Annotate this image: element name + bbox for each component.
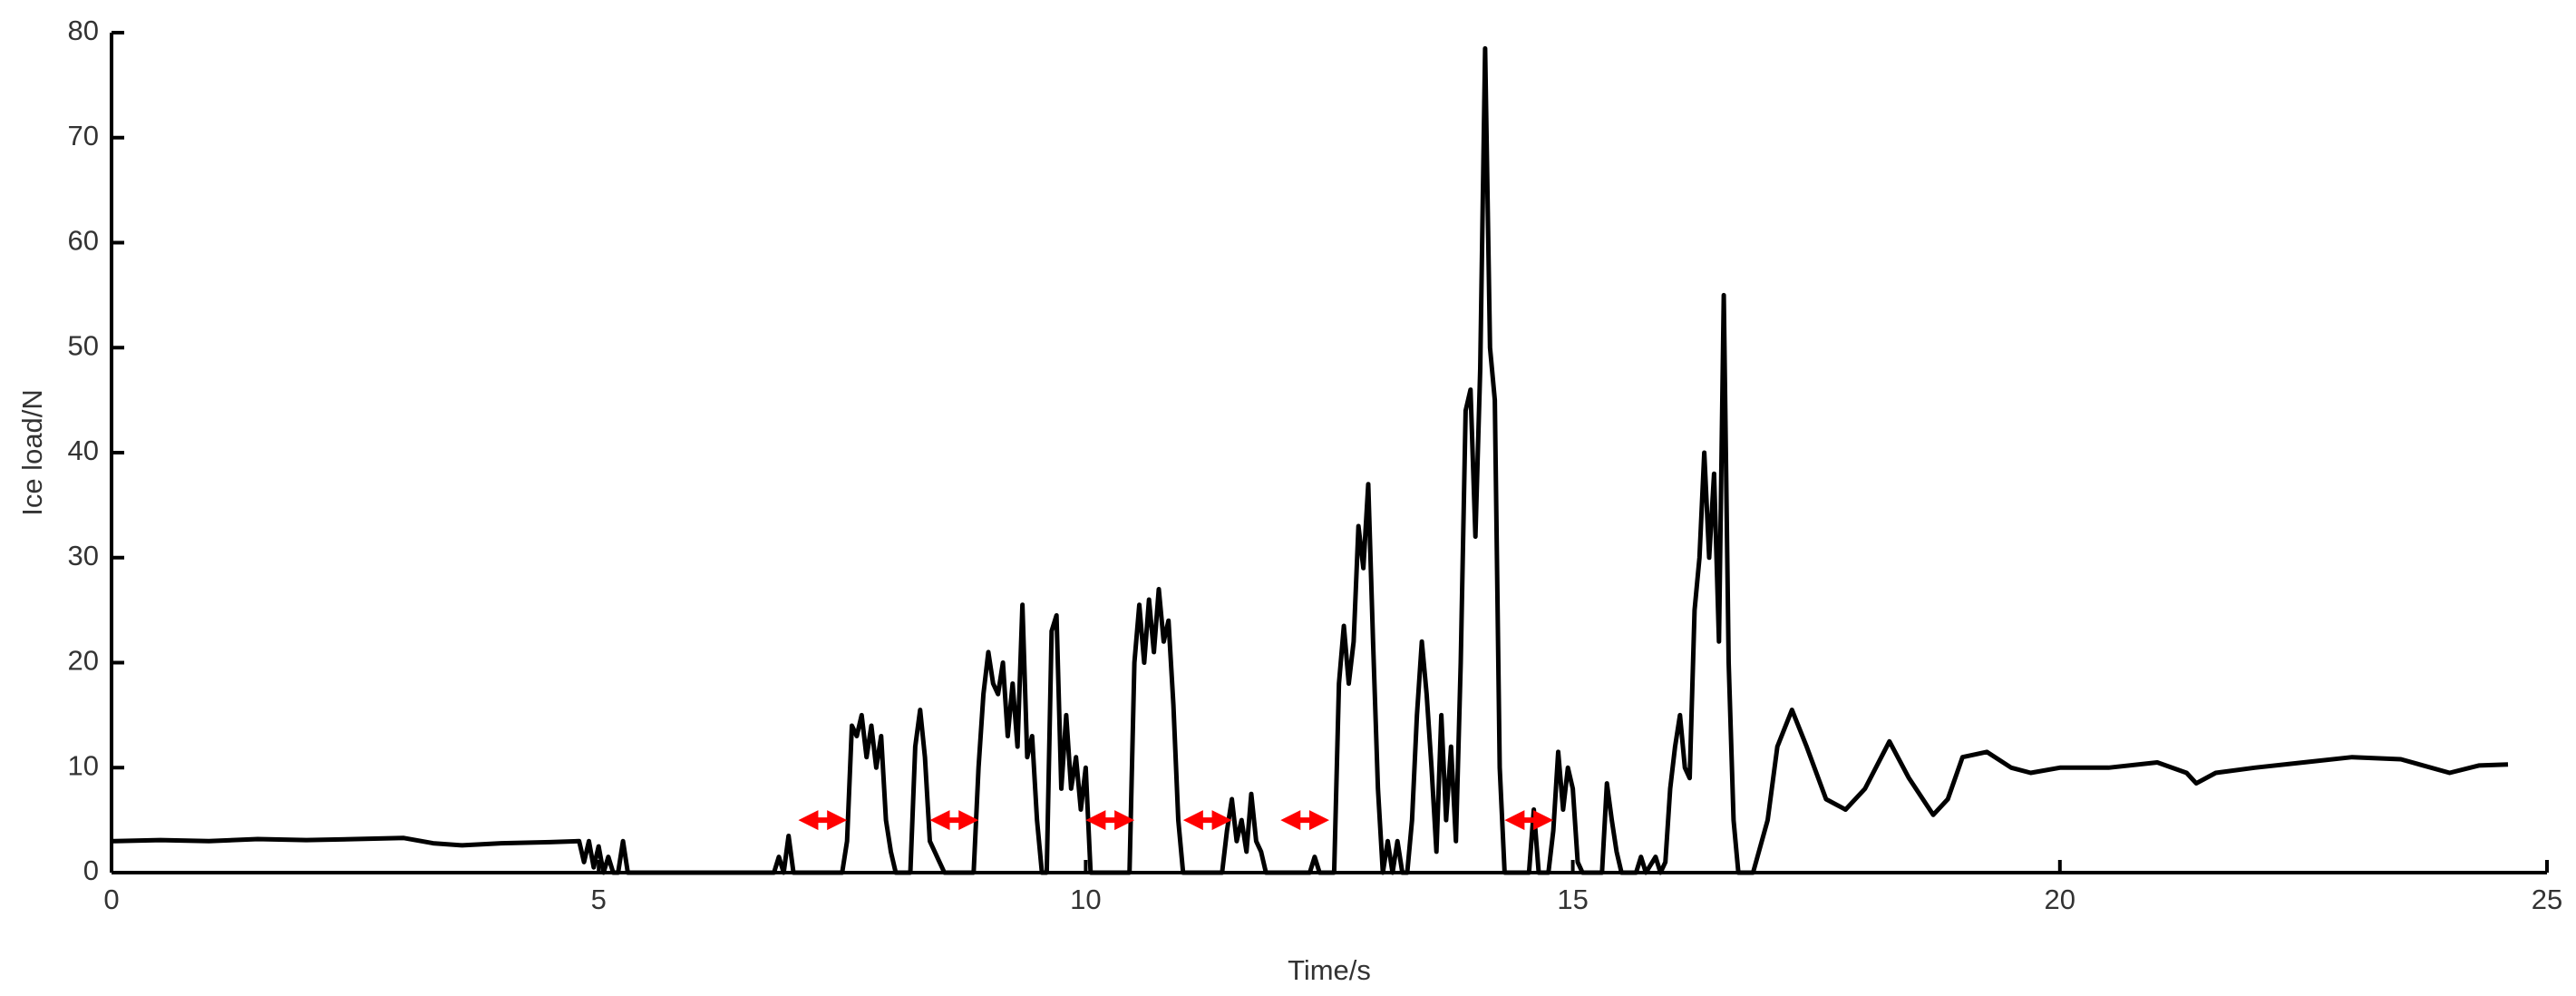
x-tick-label: 10 xyxy=(1070,884,1101,915)
interval-arrow xyxy=(1085,810,1135,831)
x-tick-label: 0 xyxy=(103,884,119,915)
interval-arrow xyxy=(798,810,848,831)
y-tick-label: 60 xyxy=(68,225,99,257)
interval-arrow xyxy=(1182,810,1232,831)
y-tick-label: 30 xyxy=(68,540,99,571)
y-axis-label: Ice load/N xyxy=(16,389,48,516)
y-tick-label: 20 xyxy=(68,645,99,677)
interval-arrow xyxy=(1504,810,1554,831)
y-tick-label: 70 xyxy=(68,120,99,151)
y-tick-label: 50 xyxy=(68,329,99,361)
interval-arrow xyxy=(1280,810,1329,831)
interval-arrow xyxy=(929,810,979,831)
x-tick-label: 15 xyxy=(1557,884,1588,915)
y-tick-label: 40 xyxy=(68,435,99,466)
x-tick-label: 5 xyxy=(591,884,607,915)
data-line xyxy=(111,45,2509,875)
x-tick-label: 20 xyxy=(2045,884,2075,915)
y-tick-label: 10 xyxy=(68,749,99,781)
x-axis-label: Time/s xyxy=(1288,954,1371,986)
x-tick-label: 25 xyxy=(2532,884,2562,915)
y-tick-label: 0 xyxy=(83,854,99,886)
y-tick-label: 80 xyxy=(68,15,99,46)
